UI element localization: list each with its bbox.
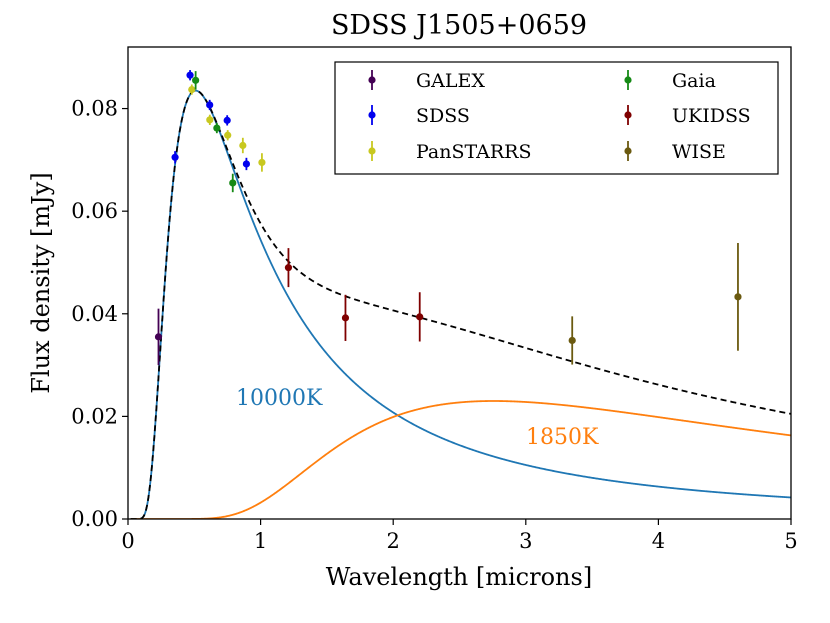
point-panstarrs-2 — [224, 131, 232, 139]
legend-label-gaia: Gaia — [672, 70, 716, 92]
legend-marker-panstarrs — [368, 147, 376, 155]
legend-label-galex: GALEX — [416, 70, 485, 92]
x-tick-label-3: 3 — [519, 529, 532, 553]
legend-label-panstarrs: PanSTARRS — [416, 141, 532, 163]
point-ukidss-2 — [416, 313, 424, 321]
plot-frame — [127, 46, 792, 520]
plot-content — [130, 70, 791, 519]
legend-marker-galex — [368, 76, 376, 84]
model-curve-1850k — [130, 400, 791, 519]
x-tick-label-0: 0 — [121, 529, 134, 553]
point-panstarrs-1 — [206, 116, 214, 124]
x-tick-label-5: 5 — [784, 529, 797, 553]
point-gaia-0 — [192, 76, 200, 84]
model-curve-sum — [130, 89, 791, 519]
legend-marker-gaia — [624, 76, 632, 84]
x-tick-label-4: 4 — [652, 529, 665, 553]
point-sdss-4 — [242, 160, 251, 168]
point-sdss-3 — [223, 116, 231, 124]
point-sdss-2 — [206, 101, 214, 109]
y-tick-label-4: 0.08 — [71, 97, 118, 121]
point-gaia-1 — [213, 124, 221, 132]
point-ukidss-0 — [284, 264, 293, 272]
point-sdss-1 — [186, 71, 194, 79]
chart-title: SDSS J1505+0659 — [331, 10, 587, 41]
point-sdss-0 — [171, 153, 179, 161]
y-tick-label-1: 0.02 — [71, 404, 118, 428]
point-wise-1 — [734, 293, 742, 301]
point-gaia-2 — [229, 179, 237, 187]
y-tick-label-0: 0.00 — [71, 507, 118, 531]
plot-layer: 10000K 1850K — [130, 70, 791, 519]
curve-label-1850k: 1850K — [526, 425, 599, 450]
legend-marker-ukidss — [624, 111, 632, 119]
y-axis-title: Flux density [mJy] — [27, 172, 55, 393]
y-tick-label-2: 0.04 — [71, 302, 118, 326]
y-tick-label-3: 0.06 — [71, 199, 118, 223]
x-tick-label-2: 2 — [387, 529, 400, 553]
axes-layer: 0 1 2 3 4 5 0.00 0.02 0.04 0.06 0.08 — [71, 97, 797, 553]
point-panstarrs-0 — [188, 85, 196, 94]
point-panstarrs-3 — [239, 141, 247, 150]
legend-marker-sdss — [368, 111, 376, 119]
legend-marker-wise — [624, 147, 632, 155]
legend-label-ukidss: UKIDSS — [672, 105, 751, 127]
curve-label-10000k: 10000K — [236, 386, 323, 411]
point-ukidss-1 — [341, 314, 350, 322]
model-curve-10000k — [130, 89, 791, 519]
x-tick-label-1: 1 — [254, 529, 267, 553]
legend-label-wise: WISE — [672, 141, 726, 163]
point-wise-0 — [568, 336, 576, 345]
point-panstarrs-4 — [258, 158, 266, 167]
legend-label-sdss: SDSS — [416, 105, 470, 127]
point-galex-0 — [154, 333, 163, 341]
legend: GALEX Gaia SDSS UKIDSS PanSTARRS WISE — [334, 61, 779, 175]
x-axis-title: Wavelength [microns] — [326, 563, 592, 591]
legend-box — [334, 61, 779, 175]
